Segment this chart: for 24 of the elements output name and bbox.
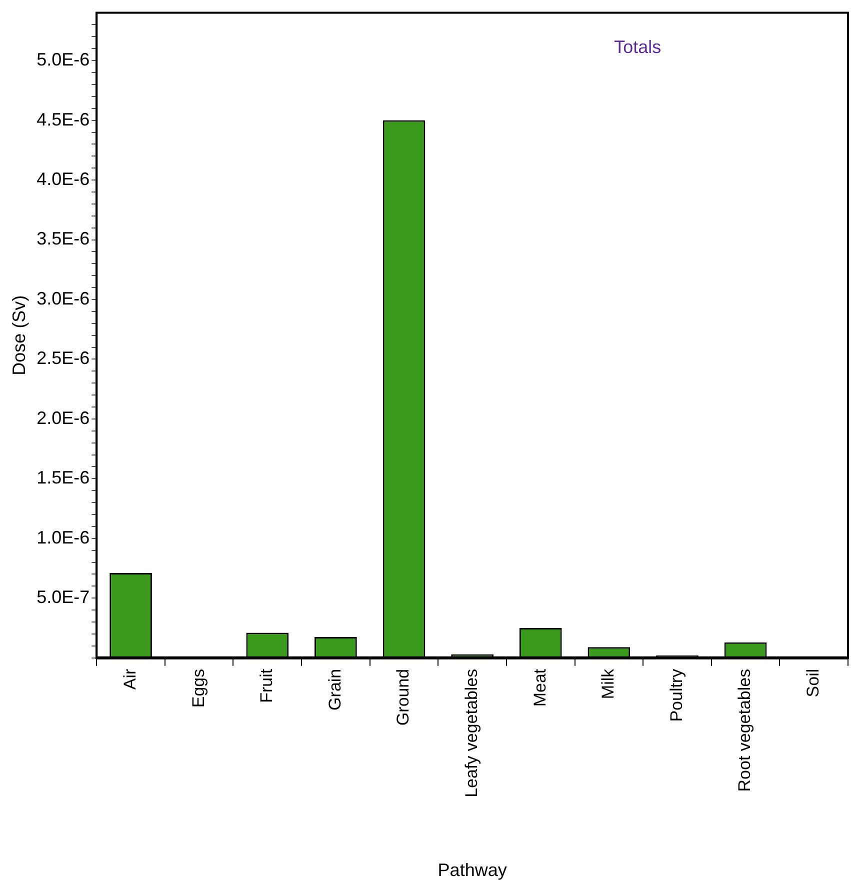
x-tick-label: Meat: [530, 668, 550, 707]
x-tick-label: Grain: [325, 668, 344, 710]
x-tick-label: Root vegetables: [735, 668, 754, 792]
y-tick-label: 3.0E-6: [36, 288, 90, 308]
x-tick-label: Poultry: [666, 668, 686, 722]
y-axis-title: Dose (Sv): [8, 295, 29, 376]
x-tick-label: Eggs: [188, 668, 208, 708]
y-tick-label: 4.5E-6: [36, 109, 90, 130]
y-tick-label: 3.5E-6: [36, 228, 90, 249]
x-tick-label: Fruit: [257, 668, 276, 703]
y-tick-label: 4.0E-6: [36, 169, 90, 190]
x-tick-label: Leafy vegetables: [462, 668, 482, 798]
annotation: Totals: [614, 36, 662, 57]
x-tick-label: Soil: [804, 668, 823, 698]
y-tick-label: 2.0E-6: [36, 408, 90, 428]
y-tick-label: 2.5E-6: [36, 348, 90, 368]
y-tick-label: 1.5E-6: [36, 468, 90, 488]
y-tick-label: 5.0E-7: [36, 587, 90, 608]
y-tick-label: 1.0E-6: [36, 527, 90, 548]
x-tick-label: Ground: [394, 668, 413, 726]
x-tick-label: Air: [120, 668, 140, 690]
x-tick-label: Milk: [598, 668, 618, 700]
y-tick-label: 5.0E-6: [36, 50, 90, 70]
x-axis-title: Pathway: [438, 860, 507, 880]
